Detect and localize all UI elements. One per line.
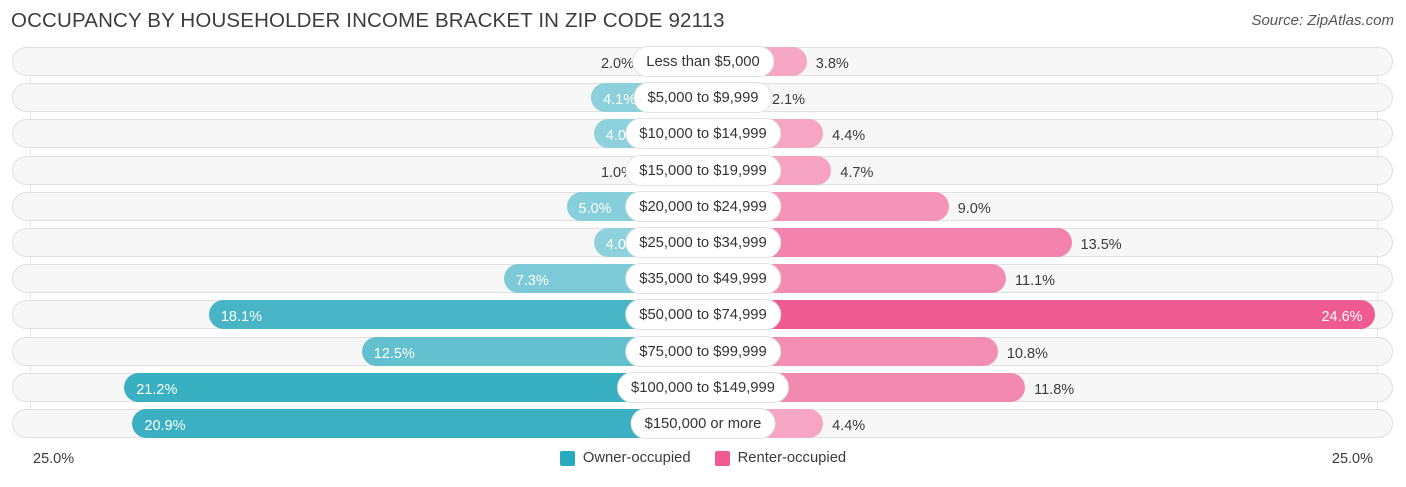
chart-header: OCCUPANCY BY HOUSEHOLDER INCOME BRACKET … xyxy=(0,0,1406,44)
bar-value-owner-occupied: 4.1% xyxy=(603,92,637,109)
bar-value-owner-occupied: 2.0% xyxy=(600,56,634,72)
chart-footer: 25.0% 25.0% Owner-occupied Renter-occupie… xyxy=(0,444,1406,487)
bar-owner-occupied[interactable] xyxy=(124,372,703,402)
bar-value-renter-occupied: 4.7% xyxy=(840,164,874,181)
bar-value-renter-occupied: 9.0% xyxy=(957,200,991,217)
category-label: $35,000 to $49,999 xyxy=(625,263,781,295)
chart-legend: Owner-occupied Renter-occupied xyxy=(0,450,1406,466)
axis-label-left: 25.0% xyxy=(33,451,75,467)
chart-row: 4.0% 13.5% $25,000 to $34,999 xyxy=(0,225,1406,261)
category-label: $15,000 to $19,999 xyxy=(625,154,781,186)
chart-row: 1.0% 4.7% $15,000 to $19,999 xyxy=(0,153,1406,189)
bar-rows: 2.0% 3.8% Less than $5,000 4.1% 2.1% $5,000 t… xyxy=(0,44,1406,442)
bar-value-owner-occupied: 12.5% xyxy=(373,345,415,362)
legend-item[interactable]: Renter-occupied xyxy=(714,450,847,466)
legend-item-label: Renter-occupied xyxy=(737,450,847,466)
page-title: OCCUPANCY BY HOUSEHOLDER INCOME BRACKET … xyxy=(11,9,725,32)
chart-row: 7.3% 11.1% $35,000 to $49,999 xyxy=(0,261,1406,297)
chart-row: 4.1% 2.1% $5,000 to $9,999 xyxy=(0,80,1406,116)
chart-plot-area: 2.0% 3.8% Less than $5,000 4.1% 2.1% $5,000 t… xyxy=(0,44,1406,444)
bar-owner-occupied[interactable] xyxy=(132,408,703,438)
chart-row: 5.0% 9.0% $20,000 to $24,999 xyxy=(0,189,1406,225)
legend-item-label: Owner-occupied xyxy=(582,450,691,466)
bar-renter-occupied[interactable] xyxy=(703,300,1375,330)
bar-value-owner-occupied: 20.9% xyxy=(144,417,186,434)
category-label: $20,000 to $24,999 xyxy=(625,190,781,222)
source-attribution: Source: ZipAtlas.com xyxy=(1251,12,1394,29)
bar-value-owner-occupied: 18.1% xyxy=(220,309,262,326)
bar-value-renter-occupied: 3.8% xyxy=(815,56,849,72)
bar-value-owner-occupied: 7.3% xyxy=(515,273,549,290)
chart-row: 20.9% 4.4% $150,000 or more xyxy=(0,406,1406,442)
legend-swatch-icon xyxy=(714,450,730,466)
category-label: $100,000 to $149,999 xyxy=(617,371,789,403)
bar-value-renter-occupied: 10.8% xyxy=(1006,345,1048,362)
legend-item[interactable]: Owner-occupied xyxy=(559,450,691,466)
chart-row: 12.5% 10.8% $75,000 to $99,999 xyxy=(0,334,1406,370)
category-label: $25,000 to $34,999 xyxy=(625,226,781,258)
chart-row: 18.1% 24.6% $50,000 to $74,999 xyxy=(0,297,1406,333)
axis-label-right: 25.0% xyxy=(1331,451,1373,467)
bar-value-renter-occupied: 4.4% xyxy=(832,128,866,145)
bar-value-renter-occupied: 13.5% xyxy=(1080,236,1122,253)
bar-value-owner-occupied: 21.2% xyxy=(136,381,178,398)
bar-value-renter-occupied: 11.1% xyxy=(1015,273,1056,290)
chart-row: 4.0% 4.4% $10,000 to $14,999 xyxy=(0,116,1406,152)
category-label: $75,000 to $99,999 xyxy=(625,335,781,367)
category-label: $50,000 to $74,999 xyxy=(625,299,781,331)
row-bars: 18.1% 24.6% xyxy=(0,300,1406,330)
category-label: $10,000 to $14,999 xyxy=(625,118,781,150)
bar-value-renter-occupied: 11.8% xyxy=(1034,381,1075,398)
legend-swatch-icon xyxy=(559,450,575,466)
category-label: Less than $5,000 xyxy=(632,46,774,77)
bar-value-renter-occupied: 24.6% xyxy=(1321,309,1363,326)
category-label: $150,000 or more xyxy=(630,407,776,439)
bar-value-renter-occupied: 4.4% xyxy=(832,417,866,434)
bar-value-renter-occupied: 2.1% xyxy=(772,92,806,109)
chart-row: 2.0% 3.8% Less than $5,000 xyxy=(0,44,1406,80)
category-label: $5,000 to $9,999 xyxy=(633,82,773,114)
bar-owner-occupied[interactable] xyxy=(208,300,703,330)
chart-row: 21.2% 11.8% $100,000 to $149,999 xyxy=(0,370,1406,406)
bar-value-owner-occupied: 5.0% xyxy=(578,200,612,217)
